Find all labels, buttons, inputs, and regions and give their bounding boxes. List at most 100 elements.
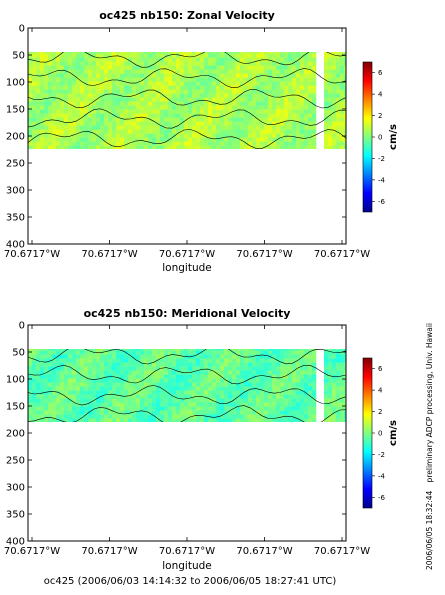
heatmap-cell (32, 52, 37, 54)
heatmap-cell (216, 93, 221, 98)
heatmap-cell (300, 431, 304, 435)
heatmap-cell (64, 431, 68, 435)
heatmap-cell (168, 105, 173, 110)
heatmap-cell (108, 69, 113, 74)
heatmap-cell (288, 370, 293, 375)
heatmap-cell (276, 362, 281, 367)
heatmap-cell (44, 431, 48, 435)
heatmap-cell (308, 93, 313, 98)
heatmap-cell (232, 89, 237, 94)
heatmap-cell (308, 390, 313, 395)
heatmap-cell (204, 443, 208, 447)
heatmap-cell (248, 443, 252, 447)
heatmap-cell (144, 69, 149, 74)
heatmap-cell (216, 125, 221, 130)
heatmap-cell (268, 382, 273, 387)
heatmap-cell (64, 398, 69, 403)
heatmap-cell (68, 358, 73, 363)
heatmap-cell (36, 414, 41, 419)
heatmap-cell (80, 117, 85, 122)
heatmap-cell (172, 117, 177, 122)
heatmap-cell (228, 362, 233, 367)
heatmap-cell (180, 410, 185, 415)
heatmap-cell (332, 358, 337, 363)
heatmap-cell (180, 113, 185, 118)
heatmap-cell (68, 398, 73, 403)
heatmap-cell (140, 414, 145, 419)
heatmap-cell (296, 81, 301, 86)
heatmap-cell (260, 410, 265, 415)
heatmap-cell (256, 93, 261, 98)
heatmap-cell (176, 109, 181, 114)
heatmap-cell (152, 145, 157, 149)
heatmap-cell (300, 358, 305, 363)
heatmap-cell (164, 394, 169, 399)
heatmap-cell (192, 439, 196, 443)
heatmap-cell (164, 366, 169, 371)
heatmap-cell (212, 77, 217, 82)
heatmap-cell (28, 113, 33, 118)
heatmap-cell (284, 439, 288, 443)
heatmap-cell (36, 386, 41, 391)
heatmap-cell (80, 145, 85, 149)
heatmap-cell (300, 362, 305, 367)
heatmap-cell (340, 414, 345, 419)
heatmap-cell (212, 137, 217, 142)
heatmap-cell (300, 129, 305, 134)
heatmap-cell (72, 386, 77, 391)
heatmap-cell (32, 406, 37, 411)
heatmap-cell (272, 113, 277, 118)
colorbar-tick-label: 6 (378, 365, 383, 373)
heatmap-cell (192, 105, 197, 110)
heatmap-cell (312, 85, 317, 90)
heatmap-cell (40, 77, 45, 82)
heatmap-cell (288, 349, 293, 351)
heatmap-cell (276, 378, 281, 383)
heatmap-cell (148, 145, 153, 149)
heatmap-cell (308, 382, 313, 387)
heatmap-cell (272, 101, 277, 106)
heatmap-cell (88, 141, 93, 146)
heatmap-cell (224, 125, 229, 130)
heatmap-cell (160, 73, 165, 78)
heatmap-cell (336, 93, 341, 98)
heatmap-cell (180, 414, 185, 419)
heatmap-cell (344, 390, 346, 395)
heatmap-cell (228, 370, 233, 375)
heatmap-cell (36, 431, 40, 435)
heatmap-cell (328, 431, 332, 435)
heatmap-cell (252, 133, 257, 138)
heatmap-cell (124, 97, 129, 102)
heatmap-cell (252, 439, 256, 443)
heatmap-cell (308, 101, 313, 106)
heatmap-cell (124, 382, 129, 387)
heatmap-cell (216, 427, 220, 431)
heatmap-cell (68, 61, 73, 66)
heatmap-cell (68, 435, 72, 439)
heatmap-cell (336, 129, 341, 134)
heatmap-cell (136, 390, 141, 395)
heatmap-cell (260, 101, 265, 106)
heatmap-cell (292, 435, 296, 439)
heatmap-cell (228, 382, 233, 387)
heatmap-cell (156, 105, 161, 110)
heatmap-cell (112, 406, 117, 411)
heatmap-cell (332, 435, 336, 439)
heatmap-cell (308, 61, 313, 66)
heatmap-cell (184, 89, 189, 94)
heatmap-cell (224, 93, 229, 98)
heatmap-cell (144, 52, 149, 54)
heatmap-cell (324, 129, 329, 134)
contour-line (28, 385, 346, 406)
heatmap-cell (80, 137, 85, 142)
heatmap-cell (188, 145, 193, 149)
heatmap-cell (252, 443, 256, 447)
heatmap-cell (288, 358, 293, 363)
heatmap-cell (100, 77, 105, 82)
heatmap-cell (224, 398, 229, 403)
heatmap-cell (136, 382, 141, 387)
heatmap-cell (252, 427, 256, 431)
heatmap-cell (264, 382, 269, 387)
heatmap-cell (268, 423, 272, 427)
heatmap-cell (124, 394, 129, 399)
